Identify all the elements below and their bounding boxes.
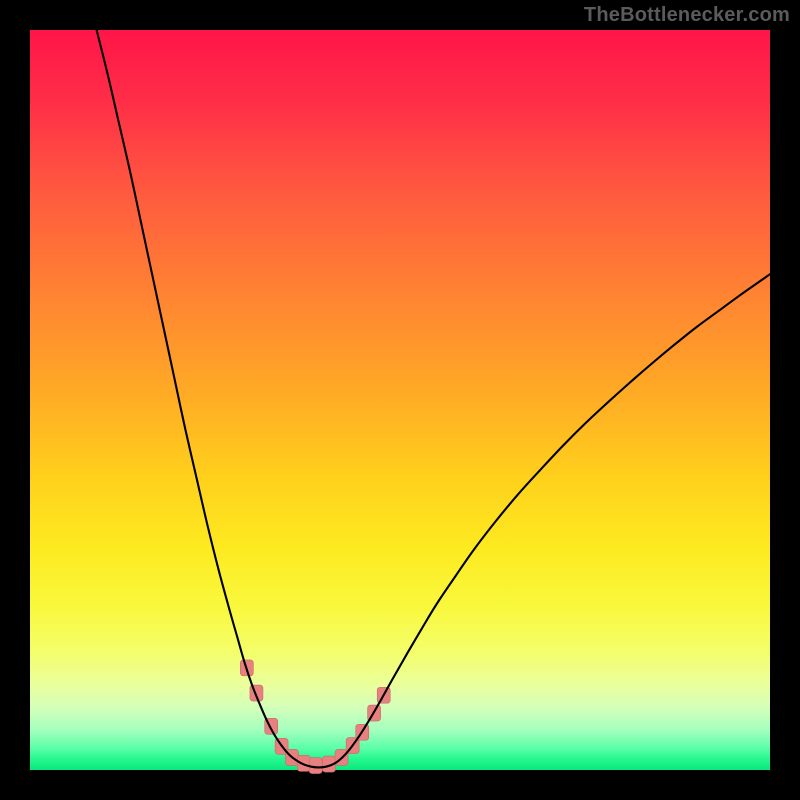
bottleneck-chart [30, 30, 770, 770]
data-marker [309, 758, 322, 774]
chart-frame: TheBottlenecker.com [0, 0, 800, 800]
data-markers [240, 660, 390, 774]
watermark-text: TheBottlenecker.com [584, 4, 790, 27]
bottleneck-curve [97, 30, 770, 767]
plot-area [30, 30, 770, 770]
